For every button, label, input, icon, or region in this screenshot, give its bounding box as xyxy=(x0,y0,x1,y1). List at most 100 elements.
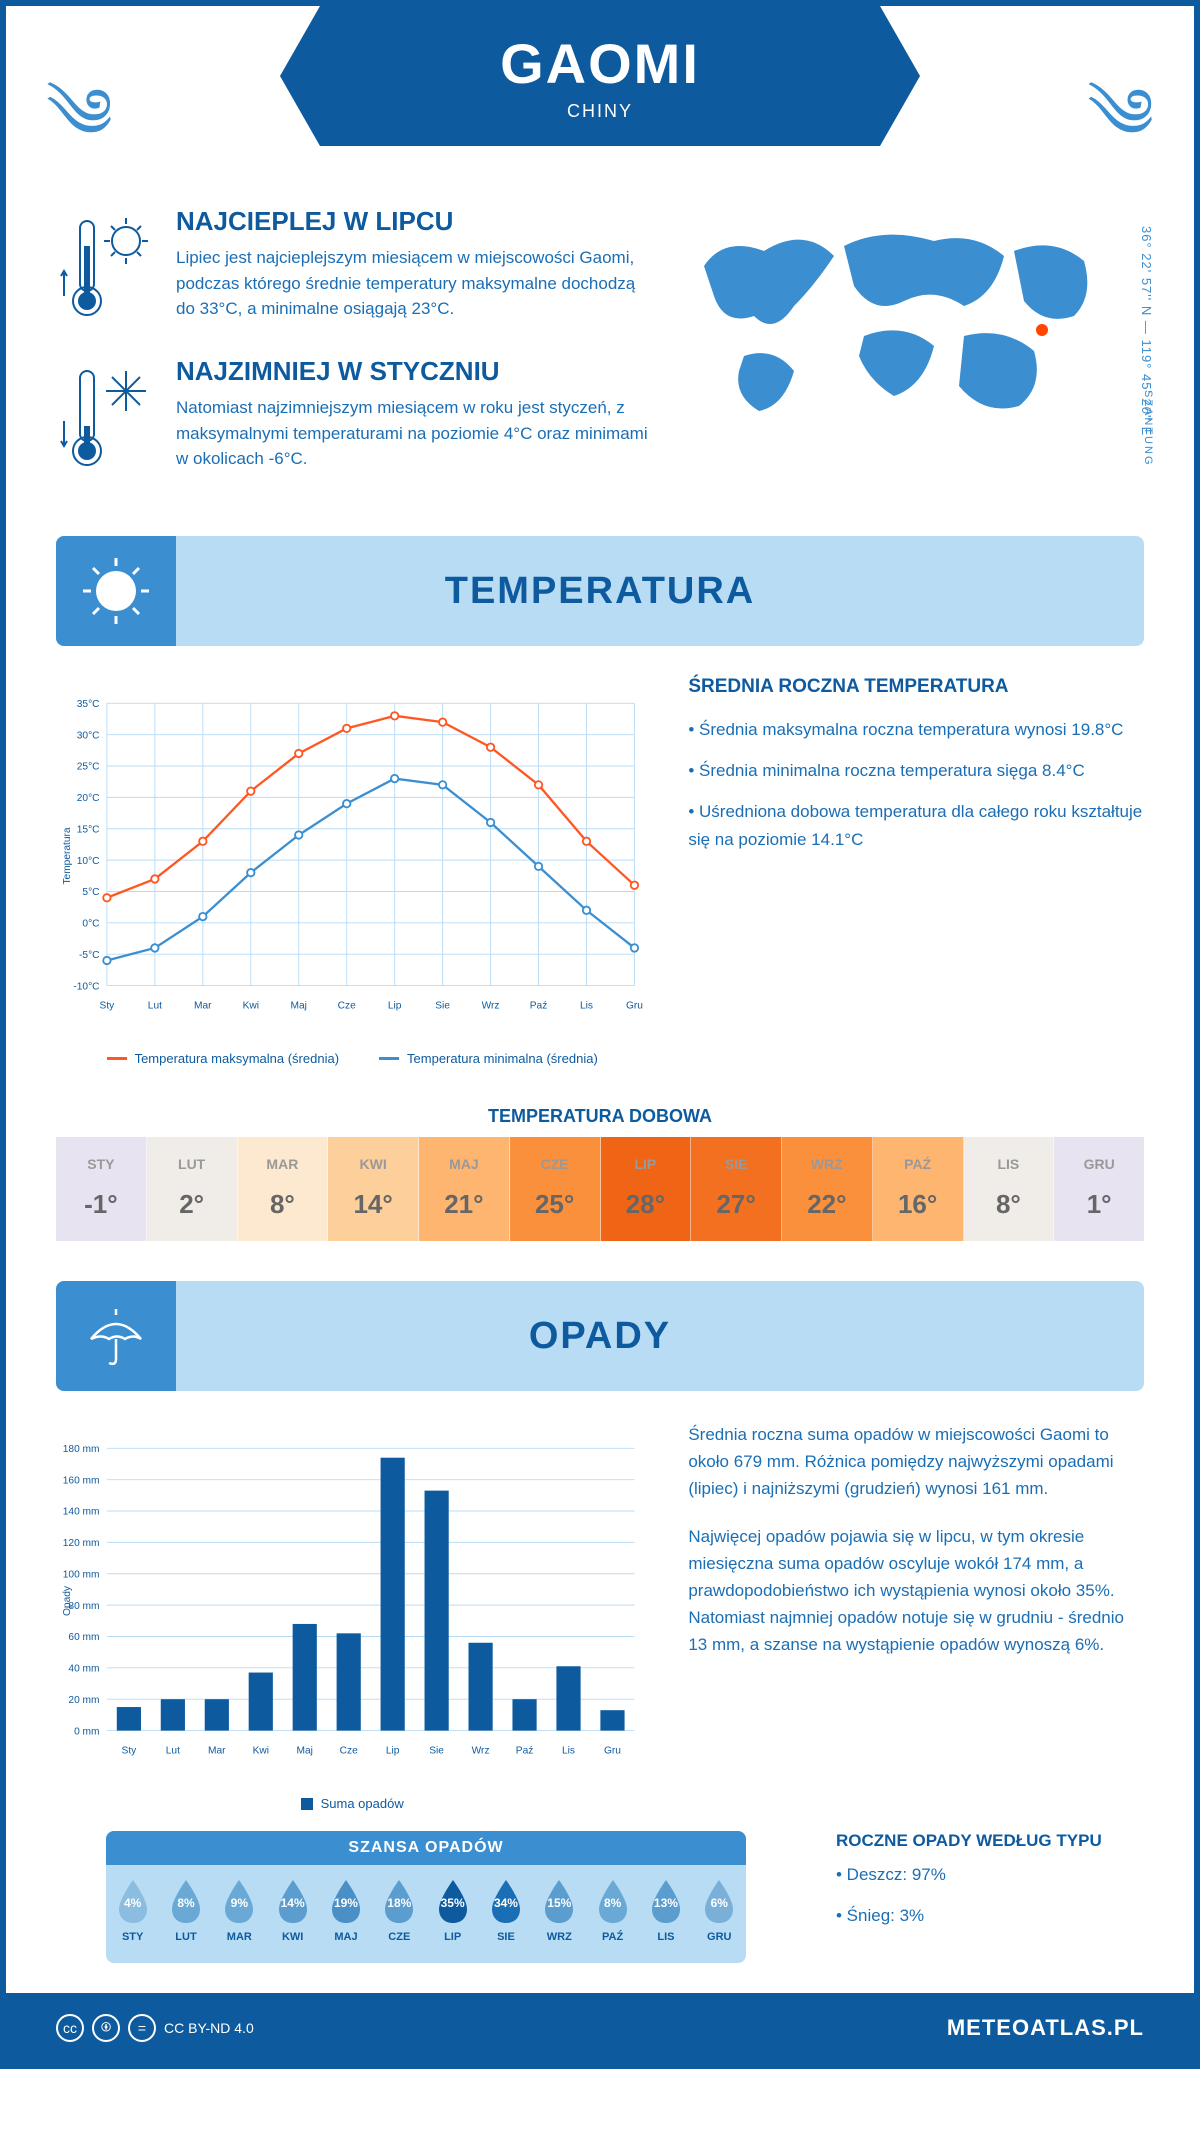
svg-text:-10°C: -10°C xyxy=(73,981,99,992)
chance-month: KWI xyxy=(266,1931,319,1943)
temperature-block: -10°C-5°C0°C5°C10°C15°C20°C25°C30°C35°CS… xyxy=(6,676,1194,1096)
raindrop-icon: 35% xyxy=(434,1877,472,1925)
svg-text:Maj: Maj xyxy=(291,1001,307,1012)
svg-text:Maj: Maj xyxy=(297,1746,313,1757)
region-label: SZANTUNG xyxy=(1142,390,1154,467)
svg-text:Lis: Lis xyxy=(562,1746,575,1757)
chance-pct: 6% xyxy=(711,1896,728,1910)
sun-icon xyxy=(56,536,176,646)
daily-cell: KWI14° xyxy=(328,1137,419,1241)
intro-text-column: NAJCIEPLEJ W LIPCU Lipiec jest najcieple… xyxy=(56,206,654,506)
precipitation-chance-box: SZANSA OPADÓW 4%STY8%LUT9%MAR14%KWI19%MA… xyxy=(106,1831,746,1963)
svg-text:30°C: 30°C xyxy=(77,730,100,741)
daily-temp-title: TEMPERATURA DOBOWA xyxy=(6,1106,1194,1127)
chance-month: WRZ xyxy=(533,1931,586,1943)
raindrop-icon: 9% xyxy=(220,1877,258,1925)
svg-text:Paź: Paź xyxy=(516,1746,534,1757)
chance-drop-cell: 9%MAR xyxy=(213,1865,266,1948)
daily-cell: WRZ22° xyxy=(782,1137,873,1241)
svg-text:100 mm: 100 mm xyxy=(63,1569,100,1580)
raindrop-icon: 15% xyxy=(540,1877,578,1925)
temp-info-title: ŚREDNIA ROCZNA TEMPERATURA xyxy=(688,676,1144,698)
daily-value: 8° xyxy=(964,1179,1054,1229)
svg-text:Paź: Paź xyxy=(530,1001,548,1012)
hottest-text: Lipiec jest najcieplejszym miesiącem w m… xyxy=(176,245,654,322)
chance-pct: 8% xyxy=(177,1896,194,1910)
chance-month: SIE xyxy=(479,1931,532,1943)
temperature-section-title: TEMPERATURA xyxy=(176,570,1144,613)
chance-drop-cell: 6% GRU xyxy=(693,1865,746,1948)
chance-month: LUT xyxy=(159,1931,212,1943)
daily-month: LIP xyxy=(601,1149,691,1179)
coldest-text: Natomiast najzimniejszym miesiącem w rok… xyxy=(176,395,654,472)
svg-text:0°C: 0°C xyxy=(82,919,99,930)
svg-text:Gru: Gru xyxy=(604,1746,621,1757)
daily-value: 27° xyxy=(691,1179,781,1229)
svg-text:25°C: 25°C xyxy=(77,762,100,773)
temp-bullet: • Średnia minimalna roczna temperatura s… xyxy=(688,757,1144,784)
daily-month: WRZ xyxy=(782,1149,872,1179)
svg-text:15°C: 15°C xyxy=(77,824,100,835)
chance-month: LIP xyxy=(426,1931,479,1943)
daily-cell: MAR8° xyxy=(238,1137,329,1241)
raindrop-icon: 14% xyxy=(274,1877,312,1925)
daily-month: KWI xyxy=(328,1149,418,1179)
svg-text:Mar: Mar xyxy=(208,1746,226,1757)
page-container: ༄ GAOMI CHINY ༄ NAJCIEPLEJ W LIPCU Lipie… xyxy=(0,0,1200,2069)
daily-value: 22° xyxy=(782,1179,872,1229)
svg-text:20 mm: 20 mm xyxy=(68,1695,99,1706)
precipitation-info: Średnia roczna suma opadów w miejscowośc… xyxy=(688,1421,1144,1811)
precipitation-bottom: SZANSA OPADÓW 4%STY8%LUT9%MAR14%KWI19%MA… xyxy=(6,1831,1194,1993)
chance-drop-cell: 15% WRZ xyxy=(533,1865,586,1948)
chance-month: GRU xyxy=(693,1931,746,1943)
raindrop-icon: 34% xyxy=(487,1877,525,1925)
precipitation-bar-chart: 0 mm20 mm40 mm60 mm80 mm100 mm120 mm140 … xyxy=(56,1421,648,1811)
daily-value: 8° xyxy=(238,1179,328,1229)
location-marker-icon xyxy=(1032,320,1052,340)
raindrop-icon: 13% xyxy=(647,1877,685,1925)
svg-text:-5°C: -5°C xyxy=(79,950,99,961)
nd-icon: = xyxy=(128,2014,156,2042)
daily-value: 14° xyxy=(328,1179,418,1229)
svg-text:Wrz: Wrz xyxy=(472,1746,490,1757)
svg-text:Lip: Lip xyxy=(388,1001,402,1012)
raindrop-icon: 8% xyxy=(167,1877,205,1925)
footer: cc 🅯 = CC BY-ND 4.0 METEOATLAS.PL xyxy=(6,1993,1194,2063)
chance-month: MAJ xyxy=(319,1931,372,1943)
wind-icon-right: ༄ xyxy=(1087,36,1154,233)
daily-value: 16° xyxy=(873,1179,963,1229)
daily-value: 25° xyxy=(510,1179,600,1229)
raindrop-icon: 18% xyxy=(380,1877,418,1925)
wind-icon-left: ༄ xyxy=(46,36,113,233)
svg-text:180 mm: 180 mm xyxy=(63,1444,100,1455)
daily-month: GRU xyxy=(1054,1149,1144,1179)
daily-value: 28° xyxy=(601,1179,691,1229)
umbrella-icon xyxy=(56,1281,176,1391)
hottest-block: NAJCIEPLEJ W LIPCU Lipiec jest najcieple… xyxy=(56,206,654,331)
temperature-info: ŚREDNIA ROCZNA TEMPERATURA • Średnia mak… xyxy=(688,676,1144,1066)
daily-temp-table: STY-1°LUT2°MAR8°KWI14°MAJ21°CZE25°LIP28°… xyxy=(56,1137,1144,1241)
brand-label: METEOATLAS.PL xyxy=(947,2015,1144,2041)
temp-bullet: • Średnia maksymalna roczna temperatura … xyxy=(688,716,1144,743)
city-name: GAOMI xyxy=(320,31,880,96)
daily-value: 21° xyxy=(419,1179,509,1229)
daily-value: -1° xyxy=(56,1179,146,1229)
hottest-title: NAJCIEPLEJ W LIPCU xyxy=(176,206,654,237)
header: ༄ GAOMI CHINY ༄ xyxy=(6,6,1194,186)
daily-cell: SIE27° xyxy=(691,1137,782,1241)
chance-drop-cell: 8%PAŹ xyxy=(586,1865,639,1948)
intro-section: NAJCIEPLEJ W LIPCU Lipiec jest najcieple… xyxy=(6,186,1194,536)
svg-text:Sty: Sty xyxy=(122,1746,138,1757)
daily-month: MAR xyxy=(238,1149,328,1179)
raindrop-icon: 19% xyxy=(327,1877,365,1925)
opady-legend: Suma opadów xyxy=(321,1796,404,1811)
daily-month: SIE xyxy=(691,1149,781,1179)
precip-type-item: • Śnieg: 3% xyxy=(836,1902,1144,1929)
thermometer-cold-icon xyxy=(56,356,156,481)
svg-text:Sie: Sie xyxy=(435,1001,450,1012)
chance-month: PAŹ xyxy=(586,1931,639,1943)
chance-drop-cell: 14% KWI xyxy=(266,1865,319,1948)
svg-text:140 mm: 140 mm xyxy=(63,1507,100,1518)
daily-cell: STY-1° xyxy=(56,1137,147,1241)
chance-pct: 9% xyxy=(231,1896,248,1910)
